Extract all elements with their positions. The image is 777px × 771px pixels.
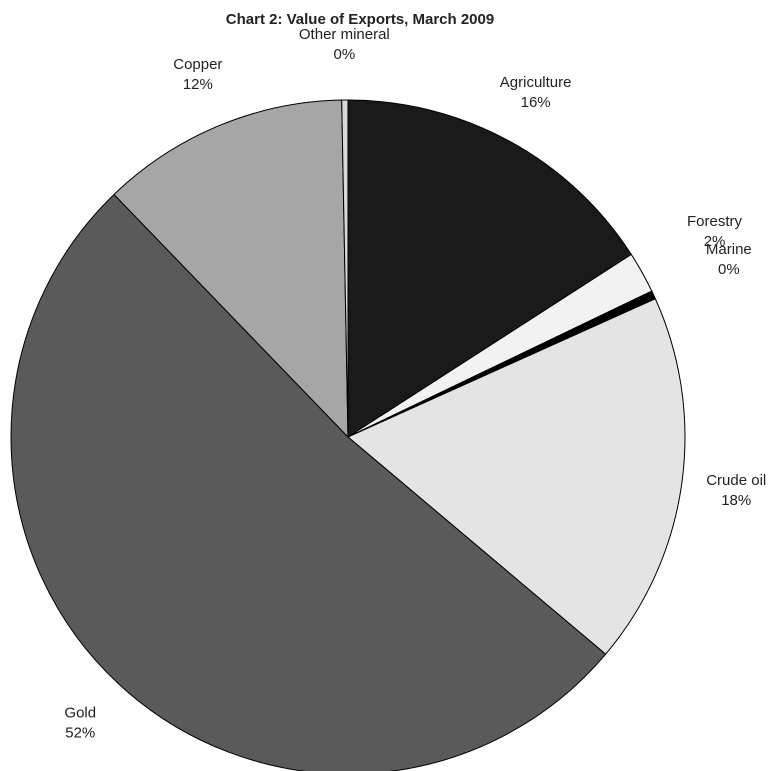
slice-value-label: 52% [65, 724, 95, 741]
slice-label: Copper [173, 56, 222, 73]
slice-value-label: 2% [704, 233, 726, 250]
slice-label: Forestry [687, 213, 743, 230]
pie-slice [113, 99, 349, 439]
slice-label: Agriculture [500, 74, 572, 91]
slice-value-label: 18% [721, 492, 751, 509]
slice-value-label: 16% [521, 94, 551, 111]
slice-value-label: 0% [718, 261, 740, 278]
slice-label: Marine [706, 241, 752, 258]
slice-label: Gold [64, 704, 96, 721]
slice-value-label: 0% [333, 46, 355, 63]
chart-title: Chart 2: Value of Exports, March 2009 [226, 11, 494, 28]
pie-slice [347, 99, 632, 438]
slice-value-label: 12% [183, 76, 213, 93]
slice-label: Crude oil [706, 472, 766, 489]
slice-label: Other mineral [299, 26, 390, 43]
pie-slice [347, 298, 686, 655]
pie-slice [10, 193, 607, 771]
pie-slice [341, 99, 349, 438]
